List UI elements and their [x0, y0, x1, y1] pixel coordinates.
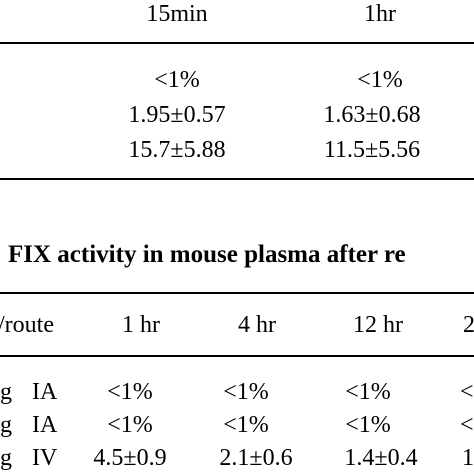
table2-cell: 4.5±0.9 [93, 445, 167, 471]
table2-cell-partial: < [460, 412, 474, 438]
table1-cell: 11.5±5.56 [323, 137, 421, 163]
table2-header-1hr: 1 hr [122, 312, 160, 338]
table1-cell: <1% [357, 67, 403, 93]
table2-header-partial: 2 [463, 312, 474, 338]
table2-dose: g [0, 445, 12, 471]
table2-top-rule [0, 292, 474, 294]
table1-header-rule [0, 42, 474, 44]
table1-header-1hr: 1hr [364, 1, 396, 27]
table1-cell: <1% [154, 67, 200, 93]
table2-cell-partial: 1 [462, 445, 474, 471]
table1-bottom-rule [0, 178, 474, 180]
table2-dose: g [0, 412, 12, 438]
table2-cell: <1% [345, 379, 391, 405]
table2-route: IV [32, 445, 58, 471]
table2-cell: <1% [107, 412, 153, 438]
table2-cell: 1.4±0.4 [344, 445, 418, 471]
table1-cell: 15.7±5.88 [128, 137, 226, 163]
table2-route: IA [32, 379, 58, 405]
table2-header-4hr: 4 hr [238, 312, 276, 338]
table2-route: IA [32, 412, 58, 438]
table2-cell: <1% [223, 412, 269, 438]
table1-cell: 1.63±0.68 [323, 102, 421, 128]
table2-title: FIX activity in mouse plasma after re [8, 241, 406, 268]
table2-dose: g [0, 379, 12, 405]
table1-cell: 1.95±0.57 [128, 102, 226, 128]
table2-cell: <1% [345, 412, 391, 438]
table2-header-12hr: 12 hr [353, 312, 403, 338]
table2-cell: 2.1±0.6 [219, 445, 293, 471]
table2-cell: <1% [107, 379, 153, 405]
table2-cell-partial: < [460, 379, 474, 405]
table2-header-route: /route [0, 312, 54, 338]
table1-header-15min: 15min [146, 1, 208, 27]
table2-cell: <1% [223, 379, 269, 405]
table2-header-rule [0, 355, 474, 357]
